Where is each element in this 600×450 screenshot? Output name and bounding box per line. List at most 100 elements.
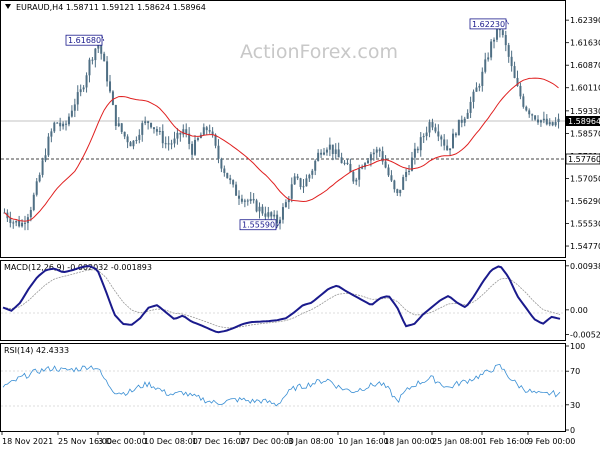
candle-body (320, 152, 323, 155)
candle-body (176, 132, 179, 139)
candle-body (361, 167, 364, 169)
watermark: ActionForex.com (240, 41, 398, 63)
price-tick-label: 1.61630 (570, 39, 600, 48)
candle-body (144, 121, 147, 124)
candle-body (141, 123, 144, 135)
price-panel-header: EURAUD,H4 1.58711 1.59121 1.58624 1.5896… (16, 3, 206, 12)
candle-body (493, 39, 496, 42)
candle-body (29, 209, 32, 218)
candle-body (443, 139, 446, 146)
candle-body (164, 143, 167, 145)
candle-body (387, 167, 390, 176)
candle-body (79, 89, 82, 93)
candle-body (557, 118, 560, 123)
candle-body (261, 206, 264, 214)
candle-body (167, 143, 170, 145)
candle-body (449, 148, 452, 151)
candle-body (255, 200, 258, 212)
candle-body (422, 136, 425, 138)
rsi-panel-header: RSI(14) 42.4333 (4, 346, 69, 355)
candle-body (472, 91, 475, 102)
candle-body (539, 120, 542, 123)
candle-body (279, 219, 282, 224)
candle-body (446, 145, 449, 151)
candle-body (229, 178, 232, 181)
candle-body (358, 168, 361, 180)
candle-body (317, 152, 320, 161)
candle-body (490, 41, 493, 58)
candle-body (525, 106, 528, 111)
candle-body (308, 174, 311, 179)
candle-body (179, 132, 182, 135)
candle-body (114, 104, 117, 127)
candle-body (495, 25, 498, 40)
collapse-triangle-icon[interactable] (5, 4, 11, 9)
candle-body (437, 131, 440, 137)
rsi-line (2, 363, 561, 407)
candle-body (399, 189, 402, 194)
candle-body (293, 176, 296, 185)
candle-body (158, 130, 161, 132)
candle-body (67, 116, 70, 125)
candle-body (516, 77, 519, 86)
candle-body (23, 222, 26, 224)
candle-body (469, 101, 472, 113)
candle-body (217, 145, 220, 159)
rsi-tick-label: 70 (570, 367, 580, 376)
candle-body (349, 163, 352, 172)
candle-body (454, 133, 457, 136)
price-callouts: 1.61680 1.62230 1.55590 (65, 18, 510, 231)
price-tick-label: 1.54770 (570, 242, 600, 251)
candle-body (378, 149, 381, 152)
candle-body (214, 134, 217, 146)
candle-body (381, 151, 384, 162)
time-label: 3 Dec 00:00 (98, 437, 147, 446)
macd-line (2, 265, 561, 334)
candle-body (393, 180, 396, 190)
candle-body (103, 53, 106, 62)
candle-body (451, 133, 454, 149)
candle-body (191, 143, 194, 155)
candle-body (111, 91, 114, 105)
candle-body (369, 154, 372, 161)
candle-body (106, 61, 109, 82)
candle-body (337, 149, 340, 158)
candle-body (50, 131, 53, 137)
candle-body (73, 104, 76, 111)
candle-body (314, 160, 317, 171)
candle-body (519, 85, 522, 97)
rsi-axis-ticks: 100 70 30 0 (565, 342, 585, 435)
macd-tick-label: -0.005252 (570, 330, 600, 339)
candle-body (240, 198, 243, 202)
candle-body (188, 133, 191, 144)
candle-body (85, 75, 88, 88)
candle-body (343, 162, 346, 164)
candle-body (481, 71, 484, 86)
candle-body (155, 129, 158, 132)
candle-body (352, 171, 355, 182)
time-label: 10 Jan 16:00 (338, 437, 389, 446)
candle-body (425, 132, 428, 137)
candle-body (478, 85, 481, 88)
candle-body (290, 184, 293, 199)
candle-body (147, 121, 150, 123)
candle-body (328, 144, 331, 150)
time-label: 1 Feb 16:00 (482, 437, 529, 446)
candle-body (26, 217, 29, 224)
candle-body (413, 148, 416, 158)
candle-body (531, 114, 534, 116)
callout-leader (275, 221, 281, 229)
candle-body (510, 56, 513, 67)
callout-label: 1.61680 (68, 36, 101, 45)
candle-body (390, 175, 393, 181)
candle-body (12, 222, 15, 224)
candle-body (220, 158, 223, 169)
candle-body (323, 152, 326, 155)
price-tick-label: 1.62390 (570, 16, 600, 25)
price-tick-label: 1.60110 (570, 84, 600, 93)
time-label: 10 Dec 08:00 (144, 437, 198, 446)
candle-body (545, 118, 548, 125)
rsi-tick-label: 30 (570, 401, 580, 410)
candle-body (408, 170, 411, 172)
